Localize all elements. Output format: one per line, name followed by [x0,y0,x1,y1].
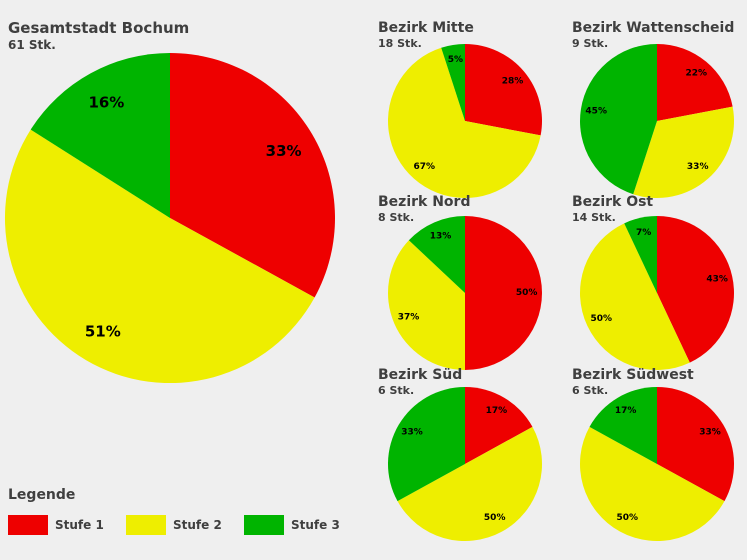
pie-slice-label: 33% [266,142,302,160]
pie-slice-label: 22% [686,69,708,79]
pie-slice-stufe-2 [579,223,690,371]
legend-item-stufe-1: Stufe 1 [8,515,104,535]
pie-slice-stufe-3 [580,44,657,195]
pie-title-nord: Bezirk Nord [378,194,471,210]
pie-header-ost: Bezirk Ost 14 Stk. [572,194,653,224]
pie-slice-stufe-3 [408,216,465,293]
pie-chart-mitte: 28% 67% 5% [388,44,543,199]
pie-title-wattenscheid: Bezirk Wattenscheid [572,20,735,36]
pie-slice-label: 50% [591,314,613,324]
pie-count-nord: 8 Stk. [378,211,415,225]
pie-title-suedwest: Bezirk Südwest [572,367,694,383]
pie-slice-stufe-3 [589,387,657,464]
pie-title-gesamtstadt: Gesamtstadt Bochum [8,19,190,37]
pie-count-sued: 6 Stk. [378,384,415,398]
legend-item-stufe-3: Stufe 3 [244,515,340,535]
legend-swatch-stufe-2 [126,515,166,535]
legend-label-stufe-3: Stufe 3 [291,518,340,532]
pie-chart-sued: 17% 50% 33% [387,387,543,542]
pie-title-mitte: Bezirk Mitte [378,20,474,36]
pie-slice-label: 17% [615,406,637,416]
legend-label-stufe-1: Stufe 1 [55,518,104,532]
pie-header-sued: Bezirk Süd 6 Stk. [378,367,462,397]
pie-slice-stufe-3 [624,216,657,293]
pie-count-wattenscheid: 9 Stk. [572,37,609,51]
pie-slice-stufe-1 [465,387,533,464]
pie-header-wattenscheid: Bezirk Wattenscheid 9 Stk. [572,20,734,50]
pie-slice-label: 28% [502,77,524,87]
pie-slice-stufe-2 [579,426,725,542]
pie-slice-stufe-3 [441,44,465,121]
pie-slice-stufe-1 [657,216,735,363]
pie-slice-label: 50% [484,513,506,523]
pie-slice-label: 51% [85,323,121,341]
pie-count-mitte: 18 Stk. [378,37,422,51]
legend-swatch-stufe-1 [8,515,48,535]
legend-label-stufe-2: Stufe 2 [173,518,222,532]
pie-slice-label: 33% [401,428,423,438]
pie-chart-gesamtstadt: 33% 51% 16% [4,53,335,384]
pie-slice-stufe-1 [170,53,335,298]
pie-count-suedwest: 6 Stk. [572,384,609,398]
pie-header-gesamtstadt: Gesamtstadt Bochum 61 Stk. [8,19,190,53]
pie-header-suedwest: Bezirk Südwest 6 Stk. [572,367,694,397]
pie-slice-stufe-1 [657,387,735,502]
pie-slice-label: 50% [617,513,639,523]
legend: Legende Stufe 1 Stufe 2 Stufe 3 [8,487,368,535]
pie-slice-stufe-2 [633,106,735,198]
pie-slice-label: 33% [699,428,721,438]
pie-slice-label: 33% [687,162,709,172]
pie-slice-stufe-2 [388,47,541,199]
pie-chart-wattenscheid: 22% 33% 45% [580,44,735,198]
pie-slice-label: 50% [516,288,538,298]
pie-chart-ost: 43% 50% 7% [579,216,735,371]
pie-chart-suedwest: 33% 50% 17% [579,387,735,542]
pie-header-mitte: Bezirk Mitte 18 Stk. [378,20,474,50]
pie-slice-stufe-2 [4,129,315,384]
pie-slice-stufe-1 [465,216,542,370]
pie-slice-stufe-1 [465,44,543,136]
pie-title-ost: Bezirk Ost [572,194,654,210]
pie-count-gesamtstadt: 61 Stk. [8,38,56,53]
pie-slice-label: 45% [585,106,607,116]
pie-slice-label: 17% [486,406,508,416]
pie-slice-stufe-1 [657,44,733,121]
pie-slice-label: 7% [636,228,651,238]
pie-chart-nord: 50% 37% 13% [388,216,542,370]
pie-slice-label: 16% [88,93,124,111]
pie-slice-label: 13% [430,232,452,242]
pie-title-sued: Bezirk Süd [378,367,463,383]
legend-heading: Legende [8,487,76,503]
pie-count-ost: 14 Stk. [572,211,616,225]
pie-header-nord: Bezirk Nord 8 Stk. [378,194,470,224]
pie-slice-label: 67% [414,162,436,172]
pie-slice-label: 43% [706,275,728,285]
pie-slice-stufe-2 [397,426,543,542]
legend-swatch-stufe-3 [244,515,284,535]
legend-item-stufe-2: Stufe 2 [126,515,222,535]
pie-slice-label: 37% [398,313,420,323]
pie-slice-stufe-3 [387,387,465,502]
pie-slice-stufe-2 [388,240,465,370]
pie-slice-stufe-3 [30,53,170,218]
pie-slice-label: 5% [448,55,463,65]
